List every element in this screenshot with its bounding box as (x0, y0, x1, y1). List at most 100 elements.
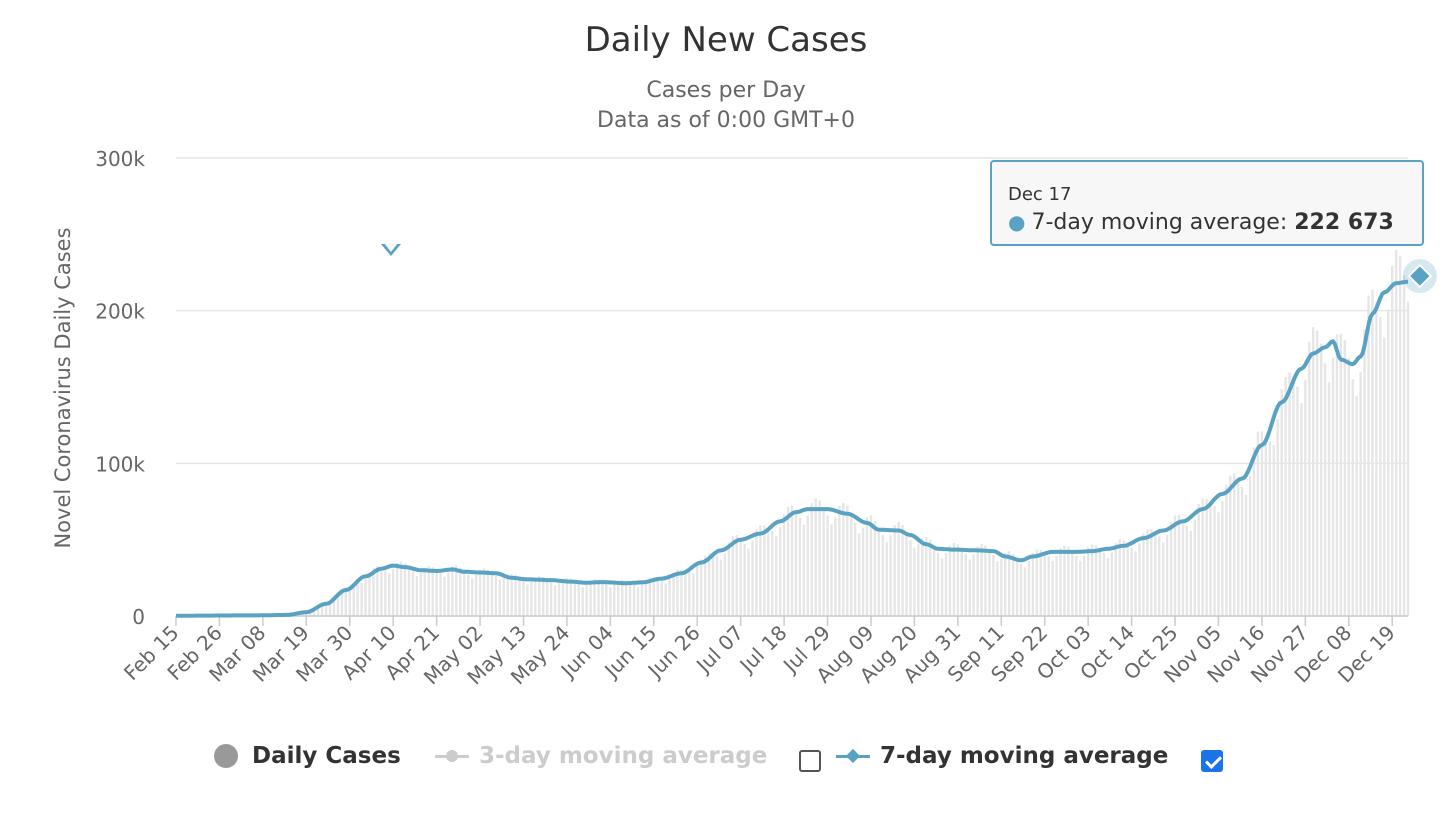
daily-case-bar (530, 581, 533, 616)
daily-case-bar (1292, 375, 1295, 616)
daily-case-bar (735, 534, 738, 616)
daily-case-bar (1000, 558, 1003, 616)
x-tick-label: Jul 07 (690, 621, 748, 679)
daily-case-bar (597, 579, 600, 616)
daily-case-bar (1090, 544, 1094, 616)
daily-case-bar (455, 565, 458, 616)
daily-case-bar (1233, 473, 1236, 616)
daily-case-bar (340, 590, 344, 616)
daily-case-bar (384, 570, 387, 616)
daily-case-bar (1055, 555, 1058, 616)
daily-case-bar (802, 524, 806, 616)
daily-case-bar (1308, 341, 1311, 616)
daily-case-bar (842, 502, 845, 616)
daily-case-bar (897, 521, 900, 616)
y-tick-label: 300k (95, 147, 145, 171)
daily-case-bar (1035, 549, 1039, 616)
daily-case-bar (1110, 552, 1114, 616)
daily-case-bar (356, 583, 359, 616)
legend-item-3-day-average[interactable]: 3-day moving average (435, 738, 767, 774)
daily-case-bar (972, 554, 975, 616)
daily-case-bar (403, 563, 407, 616)
daily-case-bar (1004, 552, 1007, 616)
daily-case-bar (526, 584, 529, 616)
daily-case-bar (1319, 343, 1323, 616)
daily-case-bar (1098, 548, 1102, 616)
daily-case-bar (861, 527, 865, 616)
daily-case-bar (1209, 501, 1212, 616)
daily-case-bar (1347, 357, 1350, 616)
daily-case-bar (368, 572, 371, 616)
daily-case-bar (751, 540, 754, 616)
daily-case-bar (439, 573, 442, 616)
daily-case-bar (451, 566, 454, 616)
legend-item-daily-cases[interactable]: Daily Cases (214, 738, 401, 774)
legend-item-7-day-average[interactable]: 7-day moving average (836, 738, 1168, 774)
daily-case-bar (865, 517, 869, 616)
daily-case-bar (1023, 567, 1027, 616)
daily-case-bar (1331, 357, 1335, 616)
daily-case-bar (980, 543, 983, 616)
daily-case-bar (313, 608, 316, 616)
ma7-checkbox[interactable] (1201, 750, 1223, 772)
tooltip-pointer-fill (384, 243, 398, 252)
daily-case-bar (1379, 316, 1382, 616)
daily-case-bar (1027, 560, 1031, 616)
daily-case-bar (443, 576, 446, 616)
daily-case-bar (814, 498, 817, 616)
daily-case-bar (996, 561, 999, 616)
daily-case-bar (790, 505, 794, 616)
daily-case-bar (1351, 379, 1354, 616)
daily-case-bar (1015, 558, 1019, 616)
daily-case-bar (613, 584, 616, 616)
daily-case-bar (703, 555, 707, 616)
daily-case-bar (1387, 309, 1390, 616)
daily-case-bar (1260, 431, 1264, 616)
ma3-checkbox[interactable] (799, 750, 821, 772)
daily-case-bar (1240, 486, 1244, 616)
daily-case-bar (569, 578, 573, 616)
daily-case-bar (1086, 547, 1090, 616)
daily-case-bar (873, 520, 877, 616)
daily-case-bar (1205, 498, 1208, 616)
daily-case-bar (1229, 475, 1232, 616)
daily-case-bar (581, 587, 584, 616)
daily-case-bar (1189, 530, 1193, 616)
ma3-line-icon (435, 746, 469, 766)
daily-case-bar (1367, 295, 1370, 616)
daily-case-bar (952, 542, 956, 616)
daily-case-bar (652, 577, 655, 616)
tooltip: Dec 17 ● 7-day moving average: 222 673 (990, 160, 1424, 246)
daily-case-bar (850, 512, 853, 616)
daily-case-bar (1059, 548, 1062, 616)
daily-case-bar (427, 566, 430, 616)
daily-case-bar (727, 542, 731, 616)
daily-case-bar (739, 538, 742, 616)
daily-case-bar (743, 543, 746, 616)
legend-label-7-day-average: 7-day moving average (880, 743, 1169, 769)
daily-case-bar (1312, 327, 1315, 616)
daily-case-bar (467, 574, 470, 616)
daily-case-bar (1039, 549, 1042, 616)
chart-title: Daily New Cases (584, 20, 868, 60)
daily-case-bar (731, 536, 734, 616)
daily-case-bar (1193, 519, 1196, 616)
daily-case-bar (1134, 551, 1137, 616)
daily-case-bar (1126, 543, 1129, 616)
daily-case-bar (1256, 431, 1260, 616)
tooltip-series-dot-icon: ● (1008, 210, 1026, 234)
daily-case-bar (771, 531, 774, 616)
daily-case-bar (1371, 289, 1374, 616)
daily-case-bar (1201, 498, 1204, 616)
tooltip-date: Dec 17 (1008, 184, 1072, 205)
daily-case-bar (1391, 265, 1394, 616)
daily-case-bar (486, 569, 490, 616)
daily-case-bar (415, 576, 419, 616)
daily-case-bar (1213, 506, 1216, 616)
legend-label-daily-cases: Daily Cases (252, 743, 401, 769)
legend: Daily Cases 3-day moving average 7-day m… (0, 738, 1442, 782)
daily-case-bar (601, 581, 604, 616)
daily-case-bar (755, 529, 758, 616)
daily-case-bar (332, 601, 336, 616)
